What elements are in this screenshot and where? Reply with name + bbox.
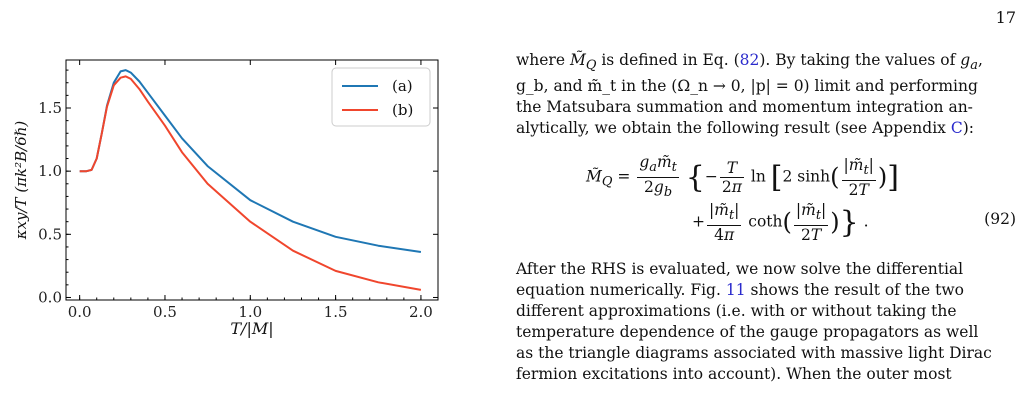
paragraph-2: After the RHS is evaluated, we now solve…: [516, 260, 992, 384]
plot-frame: [65, 59, 439, 301]
legend-label: (a): [392, 77, 413, 95]
legend-box: [331, 67, 431, 127]
equation-92: M̃Q = gam̃t 2gb {− T 2π ln [2 sinh(|m̃t| 2T)…: [516, 145, 1016, 251]
x-tick-label: 1.0: [238, 303, 262, 321]
x-tick-label: 0.5: [153, 303, 177, 321]
y-tick-label: 0.0: [38, 288, 62, 306]
x-tick-label: 1.5: [324, 303, 348, 321]
paragraph-1: where M̃Q is defined in Eq. (82). By tak…: [516, 51, 983, 138]
figure-ref-link[interactable]: 11: [725, 281, 746, 300]
series-line-b: [79, 75, 422, 291]
appendix-link[interactable]: C: [950, 119, 963, 138]
y-tick-label: 1.0: [38, 162, 62, 180]
eq-ref-link[interactable]: 82: [739, 51, 760, 69]
y-tick-label: 0.5: [38, 225, 62, 243]
x-tick-label: 2.0: [409, 303, 433, 321]
legend-label: (b): [392, 101, 413, 119]
para1-line2: g_b, and m̃_t in the (Ω_n → 0, |p| = 0) …: [516, 77, 978, 96]
plot-area: 0.0 0.5 1.0 1.5 2.0 0.0 0.5 1.0 1.5 T/|M| κxy/T (π…: [12, 59, 439, 338]
equation-number: (92): [984, 210, 1016, 229]
body-text-column: where M̃Q is defined in Eq. (82). By tak…: [516, 50, 1016, 385]
y-axis-label: κxy/T (πk²B/6ℏ): [12, 121, 30, 241]
thermal-hall-figure: 0.0 0.5 1.0 1.5 2.0 0.0 0.5 1.0 1.5 T/|M| κxy/T (π…: [12, 59, 439, 338]
y-tick-label: 1.5: [38, 99, 62, 117]
page-number: 17: [995, 8, 1016, 27]
x-axis-label: T/|M|: [230, 319, 273, 338]
equation-line-1: M̃Q = gam̃t 2gb {− T 2π ln [2 sinh(|m̃t| 2T)…: [586, 153, 899, 201]
equation-line-2: + |m̃t| 4π coth(|m̃t| 2T)} .: [692, 201, 869, 245]
x-tick-label: 0.0: [68, 303, 92, 321]
